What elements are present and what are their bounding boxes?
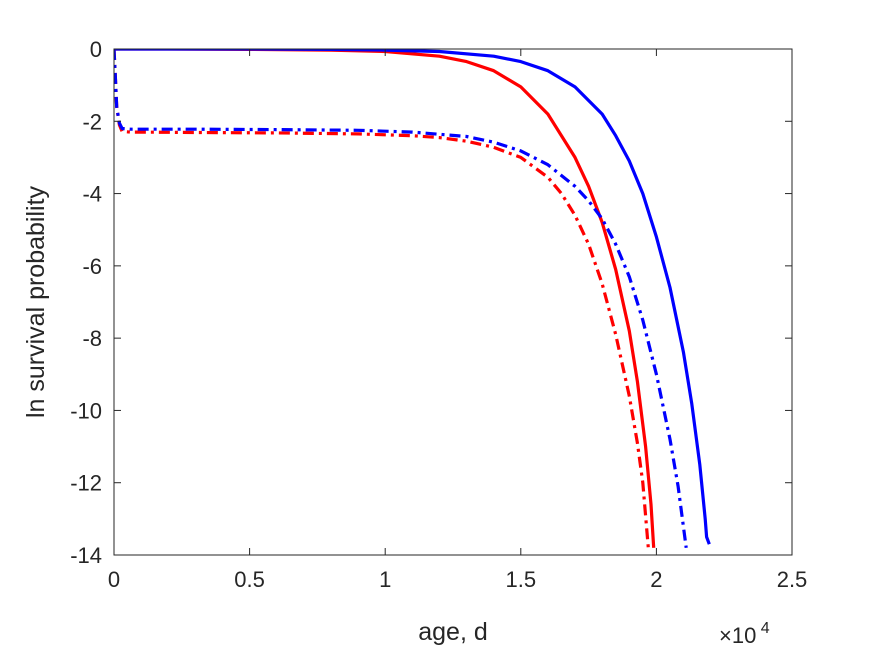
series-layer [114,49,711,549]
x-multiplier-exponent: 4 [761,620,770,637]
x-tick-label: 2 [650,567,662,592]
y-tick-label: -2 [82,109,102,134]
x-axis-label: age, d [418,618,488,646]
y-tick-label: -8 [82,326,102,351]
series-line-3 [114,49,650,548]
x-tick-label: 1.5 [506,567,537,592]
x-tick-label: 2.5 [777,567,808,592]
plot-area-frame [113,48,793,556]
series-line-2 [114,49,711,545]
y-tick-label: -14 [70,543,102,568]
y-tick-label: 0 [90,37,102,62]
y-tick-label: -10 [70,398,102,423]
x-multiplier-base: ×10 [719,623,756,648]
axis-layer: 0 0.5 1 1.5 2 2.5 0 -2 -4 -6 -8 -10 -12 -14 [70,37,807,592]
y-tick-label: -12 [70,471,102,496]
x-tick-label: 0.5 [234,567,265,592]
x-axis-multiplier: ×10 4 [719,620,770,648]
y-tick-label: -6 [82,254,102,279]
x-tick-label: 1 [379,567,391,592]
x-tick-label: 0 [108,567,120,592]
y-tick-label: -4 [82,182,102,207]
series-line-1 [114,49,656,548]
series-line-4 [114,49,688,549]
y-axis-label: ln survival probability [22,185,50,418]
